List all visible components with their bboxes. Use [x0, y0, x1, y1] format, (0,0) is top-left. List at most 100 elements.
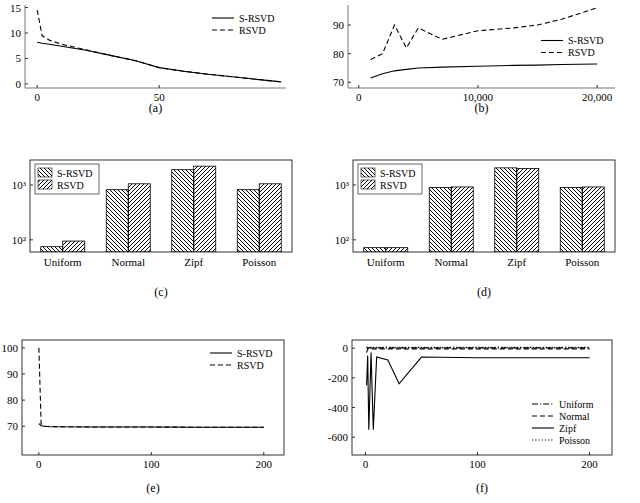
legend-swatch: [210, 364, 232, 365]
bar: [364, 248, 386, 252]
series-line: [371, 64, 597, 78]
bar: [495, 168, 517, 252]
bar: [429, 187, 451, 252]
y-tick: [352, 407, 355, 408]
y-tick-label: 90: [7, 368, 19, 380]
y-tick-label: 5: [16, 52, 22, 64]
panel-caption: (c): [154, 285, 167, 299]
x-tick-label: 20,000: [582, 91, 613, 103]
legend-swatch: [361, 180, 375, 189]
y-tick-label: 0: [16, 78, 22, 90]
legend-box: [358, 164, 422, 194]
x-tick-label: 100: [469, 458, 486, 470]
y-axis: [25, 5, 26, 88]
y-tick: [353, 184, 356, 185]
y-tick-label: 70: [7, 420, 19, 432]
x-tick-label: 200: [581, 458, 598, 470]
panel: 10²10³UniformNormalZipfPoissonS-RSVDRSVD…: [12, 160, 292, 299]
x-tick-label: 100: [143, 458, 160, 470]
bar: [41, 247, 63, 252]
x-tick-label: Poisson: [242, 256, 277, 268]
x-tick-label: 0: [356, 91, 362, 103]
panel: 7080901000100200S-RSVDRSVD(e): [2, 340, 285, 495]
panel-caption: (f): [476, 481, 488, 495]
panel: 10²10³UniformNormalZipfPoissonS-RSVDRSVD…: [335, 160, 615, 299]
y-tick-label: 10²: [12, 234, 27, 246]
legend-label: Zipf: [559, 423, 577, 434]
y-tick-label: 10²: [335, 234, 350, 246]
legend-label: RSVD: [57, 180, 84, 191]
y-tick-label: 15: [10, 2, 22, 14]
x-tick-label: Zipf: [507, 256, 526, 268]
y-tick: [352, 377, 355, 378]
panel-caption: (d): [477, 285, 491, 299]
legend: S-RSVDRSVD: [210, 348, 273, 371]
bar: [582, 187, 604, 252]
legend-label: RSVD: [239, 25, 266, 36]
x-tick-label: 0: [34, 91, 40, 103]
y-tick-label: 80: [7, 394, 19, 406]
bar: [560, 187, 582, 252]
legend: S-RSVDRSVD: [212, 13, 275, 36]
panel: 708090010,00020,000S-RSVDRSVD(b): [333, 5, 615, 115]
series-line: [371, 8, 597, 60]
legend-label: Poisson: [559, 435, 590, 446]
y-tick-label: 0: [343, 342, 349, 354]
legend-swatch: [532, 415, 554, 416]
y-tick-label: -400: [328, 402, 349, 414]
x-tick: [263, 452, 264, 455]
x-tick: [159, 85, 160, 88]
plot-frame: [352, 340, 612, 455]
panel: 051015050S-RSVDRSVD(a): [10, 2, 286, 115]
legend-label: RSVD: [380, 180, 407, 191]
legend: S-RSVDRSVD: [541, 35, 604, 58]
plot-area: [37, 10, 281, 82]
plot-frame: [353, 160, 615, 252]
y-tick: [25, 33, 28, 34]
legend-label: S-RSVD: [568, 35, 604, 46]
bar: [259, 184, 281, 252]
x-tick-label: Normal: [111, 256, 145, 268]
series-line: [367, 347, 590, 348]
x-axis: [25, 88, 286, 89]
y-tick-label: 70: [333, 76, 345, 88]
panel-caption: (b): [475, 101, 489, 115]
plot-area: [39, 348, 264, 427]
x-tick: [589, 452, 590, 455]
series-line: [367, 347, 590, 348]
legend-label: S-RSVD: [237, 348, 273, 359]
x-tick: [365, 452, 366, 455]
plot-area: [41, 166, 282, 252]
x-tick-label: Zipf: [184, 256, 203, 268]
x-tick: [358, 85, 359, 88]
bar: [237, 190, 259, 252]
legend-label: RSVD: [568, 47, 595, 58]
x-tick-label: 200: [256, 458, 273, 470]
x-tick-label: Poisson: [565, 256, 600, 268]
legend-label: S-RSVD: [57, 168, 93, 179]
y-tick: [22, 347, 25, 348]
y-tick: [30, 239, 33, 240]
bar: [517, 168, 539, 252]
y-tick-label: 90: [333, 19, 345, 31]
legend: S-RSVDRSVD: [35, 164, 99, 194]
x-tick-label: 0: [36, 458, 42, 470]
y-tick: [352, 348, 355, 349]
y-tick: [22, 400, 25, 401]
legend-label: S-RSVD: [239, 13, 275, 24]
x-tick: [477, 85, 478, 88]
legend-box: [35, 164, 99, 194]
series-line: [367, 349, 590, 353]
legend: UniformNormalZipfPoisson: [532, 399, 594, 446]
panel-caption: (e): [146, 481, 159, 495]
legend-swatch: [541, 40, 563, 41]
x-tick: [38, 452, 39, 455]
x-tick-label: 0: [363, 458, 369, 470]
plot-frame: [22, 340, 284, 455]
x-tick: [151, 452, 152, 455]
legend-swatch: [541, 52, 563, 53]
legend-label: Normal: [559, 411, 590, 422]
plot-area: [367, 347, 590, 429]
x-axis: [348, 88, 615, 89]
y-tick: [25, 7, 28, 8]
